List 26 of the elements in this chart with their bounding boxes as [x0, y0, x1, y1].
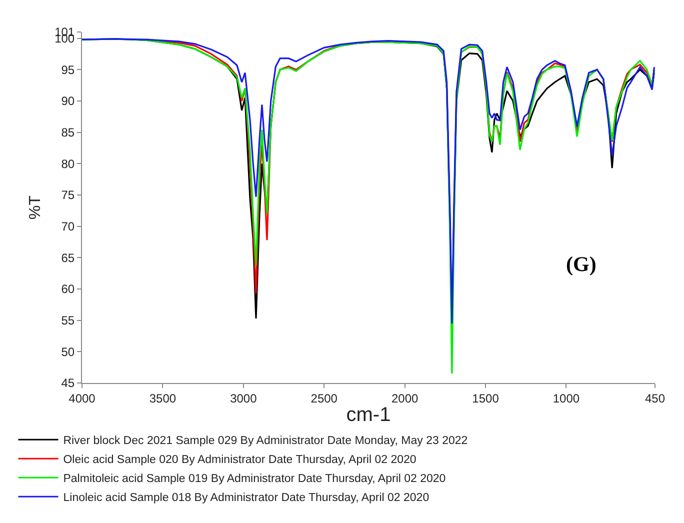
legend-label: Linoleic acid Sample 018 By Administrator Date Thursday, April 02 2020	[63, 492, 430, 504]
legend-label: Palmitoleic acid Sample 019 By Administrator Date Thursday, April 02 2020	[63, 473, 446, 486]
annotation: (G)	[566, 252, 596, 276]
y-tick-label: 55	[61, 314, 75, 328]
x-tick-label: 4000	[68, 391, 96, 406]
x-tick-label: 2000	[391, 391, 418, 406]
legend-label: Oleic acid Sample 020 By Administrator Date Thursday, April 02 2020	[63, 454, 416, 466]
x-axis-title: cm-1	[346, 404, 391, 426]
y-tick-label: 90	[61, 94, 75, 108]
y-tick-label: 85	[61, 125, 75, 140]
y-tick-label: 45	[61, 376, 75, 390]
x-tick-label: 1000	[552, 391, 580, 406]
legend-label: River block Dec 2021 Sample 029 By Administrator Date Monday, May 23 2022	[63, 435, 468, 448]
x-tick-label: 450	[644, 391, 666, 406]
x-tick-label: 3500	[149, 391, 176, 406]
x-tick-label: 1500	[472, 391, 500, 406]
y-tick-label: 60	[61, 282, 75, 296]
x-tick-label: 3000	[230, 391, 258, 406]
y-tick-label: 95	[61, 62, 75, 77]
y-axis-title: %T	[27, 195, 44, 220]
y-tick-label: 70	[61, 220, 75, 234]
y-tick-label: 75	[61, 188, 75, 202]
y-tick-label: 65	[61, 250, 75, 265]
x-tick-label: 2500	[310, 391, 338, 406]
y-tick-label: 50	[61, 344, 75, 359]
y-tick-label: 80	[61, 156, 75, 171]
